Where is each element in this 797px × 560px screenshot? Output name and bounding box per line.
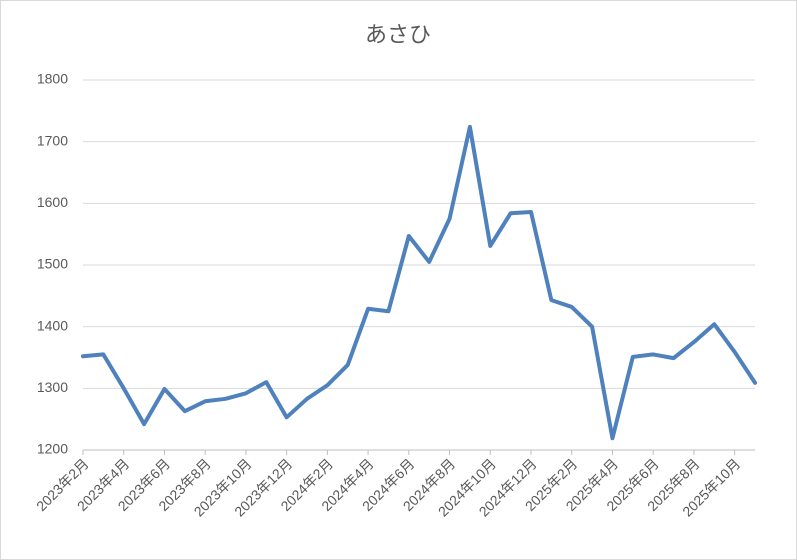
chart-title: あさひ: [365, 22, 431, 47]
y-tick-label: 1300: [37, 379, 68, 395]
y-tick-label: 1200: [37, 441, 68, 457]
y-tick-label: 1800: [37, 71, 68, 87]
y-tick-label: 1600: [37, 194, 68, 210]
y-tick-label: 1700: [37, 132, 68, 148]
y-tick-label: 1500: [37, 256, 68, 272]
y-tick-label: 1400: [37, 317, 68, 333]
series-line: [81, 124, 757, 441]
